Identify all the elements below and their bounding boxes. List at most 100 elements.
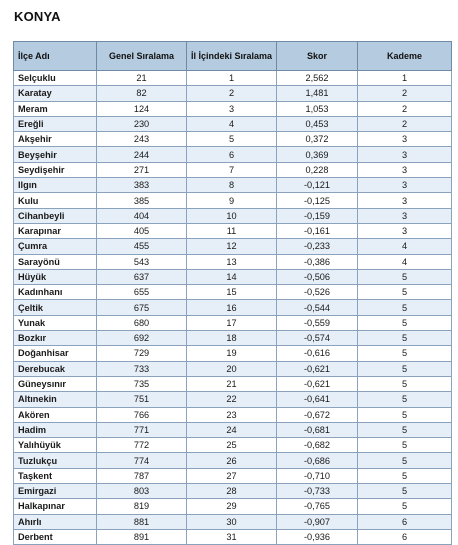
cell-il-ici-siralama: 23	[186, 406, 277, 423]
cell-ilce: Seydişehir	[13, 161, 97, 179]
cell-skor: 0,228	[276, 161, 358, 179]
cell-kademe: 5	[357, 421, 452, 439]
table-header: İlçe Adı Genel Sıralama İl İçindeki Sıra…	[13, 41, 452, 71]
header-genel-siralama: Genel Sıralama	[96, 41, 187, 71]
cell-il-ici-siralama: 18	[186, 330, 277, 347]
cell-genel-siralama: 787	[96, 467, 187, 485]
cell-kademe: 3	[357, 177, 452, 194]
cell-kademe: 4	[357, 253, 452, 270]
cell-ilce: Yunak	[13, 314, 97, 332]
cell-genel-siralama: 655	[96, 284, 187, 301]
table-row: Akşehir 243 5 0,372 3	[13, 131, 452, 148]
cell-skor: -0,161	[276, 222, 358, 240]
cell-genel-siralama: 271	[96, 161, 187, 179]
cell-kademe: 3	[357, 131, 452, 148]
cell-il-ici-siralama: 5	[186, 131, 277, 148]
cell-kademe: 5	[357, 498, 452, 515]
cell-genel-siralama: 230	[96, 115, 187, 133]
cell-genel-siralama: 881	[96, 513, 187, 530]
cell-genel-siralama: 675	[96, 299, 187, 316]
cell-ilce: Selçuklu	[13, 69, 97, 87]
cell-ilce: Çumra	[13, 238, 97, 255]
cell-kademe: 5	[357, 345, 452, 362]
table-row: Karapınar 405 11 -0,161 3	[13, 222, 452, 240]
table-row: Beyşehir 244 6 0,369 3	[13, 146, 452, 163]
cell-skor: -0,621	[276, 360, 358, 377]
cell-il-ici-siralama: 21	[186, 375, 277, 393]
cell-skor: -0,672	[276, 406, 358, 423]
cell-skor: -0,386	[276, 253, 358, 270]
cell-il-ici-siralama: 13	[186, 253, 277, 270]
table-row: Meram 124 3 1,053 2	[13, 100, 452, 117]
cell-genel-siralama: 819	[96, 498, 187, 515]
cell-ilce: Derbent	[13, 528, 97, 545]
cell-kademe: 5	[357, 437, 452, 454]
cell-kademe: 3	[357, 192, 452, 209]
cell-skor: 0,453	[276, 115, 358, 133]
cell-skor: -0,641	[276, 391, 358, 408]
cell-ilce: Derebucak	[13, 360, 97, 377]
table-row: Emirgazi 803 28 -0,733 5	[13, 483, 452, 500]
cell-ilce: Sarayönü	[13, 253, 97, 270]
cell-il-ici-siralama: 16	[186, 299, 277, 316]
cell-genel-siralama: 244	[96, 146, 187, 163]
table-row: Ilgın 383 8 -0,121 3	[13, 177, 452, 194]
cell-genel-siralama: 891	[96, 528, 187, 545]
cell-genel-siralama: 803	[96, 483, 187, 500]
cell-ilce: Yalıhüyük	[13, 437, 97, 454]
cell-il-ici-siralama: 25	[186, 437, 277, 454]
cell-genel-siralama: 774	[96, 452, 187, 469]
cell-kademe: 5	[357, 299, 452, 316]
cell-ilce: Hadim	[13, 421, 97, 439]
cell-skor: 1,481	[276, 85, 358, 102]
table-row: Güneysınır 735 21 -0,621 5	[13, 375, 452, 393]
table-row: Sarayönü 543 13 -0,386 4	[13, 253, 452, 270]
cell-kademe: 2	[357, 100, 452, 117]
cell-skor: -0,125	[276, 192, 358, 209]
cell-genel-siralama: 729	[96, 345, 187, 362]
table-row: Seydişehir 271 7 0,228 3	[13, 161, 452, 179]
table-row: Altınekin 751 22 -0,641 5	[13, 391, 452, 408]
cell-il-ici-siralama: 17	[186, 314, 277, 332]
cell-kademe: 3	[357, 146, 452, 163]
cell-il-ici-siralama: 9	[186, 192, 277, 209]
table-row: Hüyük 637 14 -0,506 5	[13, 268, 452, 286]
cell-ilce: Akşehir	[13, 131, 97, 148]
table-row: Karatay 82 2 1,481 2	[13, 85, 452, 102]
cell-genel-siralama: 766	[96, 406, 187, 423]
cell-kademe: 5	[357, 375, 452, 393]
cell-genel-siralama: 405	[96, 222, 187, 240]
table-row: Çeltik 675 16 -0,544 5	[13, 299, 452, 316]
cell-kademe: 5	[357, 284, 452, 301]
cell-skor: -0,681	[276, 421, 358, 439]
cell-il-ici-siralama: 27	[186, 467, 277, 485]
cell-skor: -0,159	[276, 207, 358, 224]
table-body: Selçuklu 21 1 2,562 1 Karatay 82 2 1,481 2 Meram 12…	[13, 69, 452, 545]
table-row: Bozkır 692 18 -0,574 5	[13, 330, 452, 347]
header-skor: Skor	[276, 41, 358, 71]
table-row: Derbent 891 31 -0,936 6	[13, 528, 452, 545]
cell-il-ici-siralama: 12	[186, 238, 277, 255]
cell-il-ici-siralama: 28	[186, 483, 277, 500]
cell-ilce: Bozkır	[13, 330, 97, 347]
cell-il-ici-siralama: 26	[186, 452, 277, 469]
cell-skor: -0,686	[276, 452, 358, 469]
table-row: Çumra 455 12 -0,233 4	[13, 238, 452, 255]
table-row: Ahırlı 881 30 -0,907 6	[13, 513, 452, 530]
cell-ilce: Kadınhanı	[13, 284, 97, 301]
cell-kademe: 2	[357, 85, 452, 102]
table-row: Halkapınar 819 29 -0,765 5	[13, 498, 452, 515]
cell-genel-siralama: 680	[96, 314, 187, 332]
table-row: Derebucak 733 20 -0,621 5	[13, 360, 452, 377]
cell-genel-siralama: 543	[96, 253, 187, 270]
table-row: Cihanbeyli 404 10 -0,159 3	[13, 207, 452, 224]
cell-il-ici-siralama: 31	[186, 528, 277, 545]
cell-il-ici-siralama: 1	[186, 69, 277, 87]
cell-skor: -0,526	[276, 284, 358, 301]
cell-skor: -0,682	[276, 437, 358, 454]
table-row: Tuzlukçu 774 26 -0,686 5	[13, 452, 452, 469]
cell-kademe: 5	[357, 268, 452, 286]
cell-kademe: 3	[357, 207, 452, 224]
cell-ilce: Cihanbeyli	[13, 207, 97, 224]
